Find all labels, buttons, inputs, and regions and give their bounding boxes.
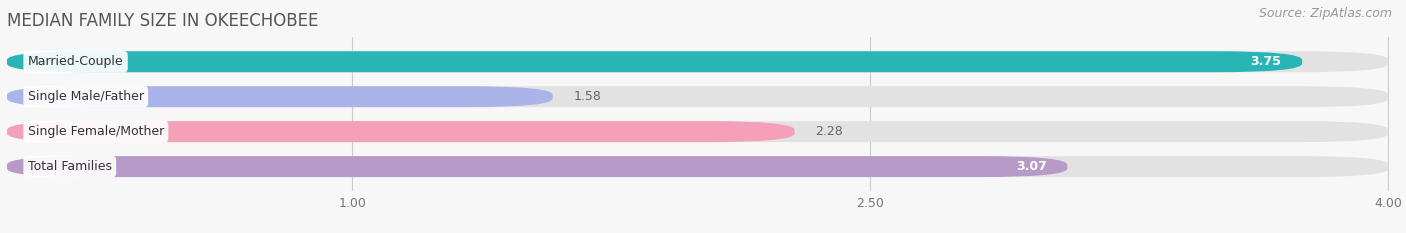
FancyBboxPatch shape xyxy=(7,121,1389,142)
FancyBboxPatch shape xyxy=(7,51,1302,72)
Text: 3.07: 3.07 xyxy=(1015,160,1046,173)
FancyBboxPatch shape xyxy=(7,156,1389,177)
Text: 1.58: 1.58 xyxy=(574,90,602,103)
Text: Source: ZipAtlas.com: Source: ZipAtlas.com xyxy=(1258,7,1392,20)
Text: 2.28: 2.28 xyxy=(815,125,844,138)
FancyBboxPatch shape xyxy=(7,51,1389,72)
Text: MEDIAN FAMILY SIZE IN OKEECHOBEE: MEDIAN FAMILY SIZE IN OKEECHOBEE xyxy=(7,12,318,30)
FancyBboxPatch shape xyxy=(7,86,553,107)
Text: Single Male/Father: Single Male/Father xyxy=(28,90,143,103)
Text: 3.75: 3.75 xyxy=(1250,55,1281,68)
Text: Single Female/Mother: Single Female/Mother xyxy=(28,125,165,138)
FancyBboxPatch shape xyxy=(7,121,794,142)
FancyBboxPatch shape xyxy=(7,156,1067,177)
FancyBboxPatch shape xyxy=(7,86,1389,107)
Text: Married-Couple: Married-Couple xyxy=(28,55,124,68)
Text: Total Families: Total Families xyxy=(28,160,111,173)
